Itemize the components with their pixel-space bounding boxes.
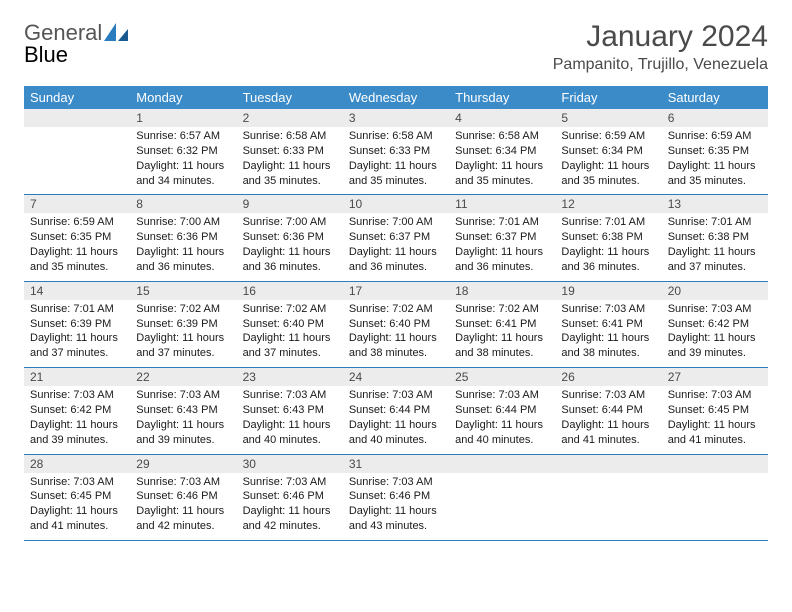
day-number-cell: 2 <box>237 109 343 127</box>
daynum-row: 78910111213 <box>24 195 768 214</box>
day-number-cell: 21 <box>24 368 130 387</box>
day-number-cell: 20 <box>662 281 768 300</box>
day-content-cell: Sunrise: 7:02 AMSunset: 6:39 PMDaylight:… <box>130 300 236 368</box>
day-number-cell: 11 <box>449 195 555 214</box>
day-content-cell: Sunrise: 6:58 AMSunset: 6:34 PMDaylight:… <box>449 127 555 195</box>
brand-part2: Blue <box>24 42 68 67</box>
content-row: Sunrise: 7:03 AMSunset: 6:45 PMDaylight:… <box>24 473 768 541</box>
day-number-cell: 24 <box>343 368 449 387</box>
day-content-cell: Sunrise: 7:02 AMSunset: 6:40 PMDaylight:… <box>237 300 343 368</box>
day-content-cell: Sunrise: 7:03 AMSunset: 6:43 PMDaylight:… <box>130 386 236 454</box>
day-content-cell <box>449 473 555 541</box>
day-content-cell: Sunrise: 6:59 AMSunset: 6:35 PMDaylight:… <box>662 127 768 195</box>
day-number-cell: 28 <box>24 454 130 473</box>
daynum-row: 28293031 <box>24 454 768 473</box>
day-number-cell: 12 <box>555 195 661 214</box>
day-number-cell: 16 <box>237 281 343 300</box>
day-content-cell <box>555 473 661 541</box>
day-number-cell: 8 <box>130 195 236 214</box>
day-content-cell: Sunrise: 6:59 AMSunset: 6:35 PMDaylight:… <box>24 213 130 281</box>
day-content-cell: Sunrise: 6:59 AMSunset: 6:34 PMDaylight:… <box>555 127 661 195</box>
brand-part2-wrap: Blue <box>24 42 68 68</box>
daynum-row: 14151617181920 <box>24 281 768 300</box>
header: General January 2024 Pampanito, Trujillo… <box>24 20 768 74</box>
day-content-cell: Sunrise: 7:03 AMSunset: 6:46 PMDaylight:… <box>343 473 449 541</box>
day-number-cell: 31 <box>343 454 449 473</box>
weekday-header: Friday <box>555 86 661 109</box>
day-content-cell: Sunrise: 7:03 AMSunset: 6:41 PMDaylight:… <box>555 300 661 368</box>
day-content-cell: Sunrise: 7:00 AMSunset: 6:36 PMDaylight:… <box>237 213 343 281</box>
day-number-cell <box>662 454 768 473</box>
calendar-page: General January 2024 Pampanito, Trujillo… <box>0 0 792 561</box>
day-content-cell: Sunrise: 7:01 AMSunset: 6:38 PMDaylight:… <box>555 213 661 281</box>
sail-icon <box>104 23 130 43</box>
day-number-cell: 19 <box>555 281 661 300</box>
day-number-cell: 22 <box>130 368 236 387</box>
day-number-cell <box>449 454 555 473</box>
day-content-cell: Sunrise: 7:03 AMSunset: 6:42 PMDaylight:… <box>24 386 130 454</box>
day-content-cell: Sunrise: 7:00 AMSunset: 6:36 PMDaylight:… <box>130 213 236 281</box>
day-content-cell: Sunrise: 7:00 AMSunset: 6:37 PMDaylight:… <box>343 213 449 281</box>
day-number-cell: 14 <box>24 281 130 300</box>
day-content-cell: Sunrise: 7:03 AMSunset: 6:42 PMDaylight:… <box>662 300 768 368</box>
day-content-cell: Sunrise: 7:03 AMSunset: 6:46 PMDaylight:… <box>130 473 236 541</box>
day-content-cell: Sunrise: 6:58 AMSunset: 6:33 PMDaylight:… <box>343 127 449 195</box>
day-number-cell: 27 <box>662 368 768 387</box>
day-content-cell: Sunrise: 7:03 AMSunset: 6:45 PMDaylight:… <box>24 473 130 541</box>
title-block: January 2024 Pampanito, Trujillo, Venezu… <box>553 20 768 74</box>
day-content-cell: Sunrise: 7:02 AMSunset: 6:40 PMDaylight:… <box>343 300 449 368</box>
day-number-cell <box>555 454 661 473</box>
calendar-body: 123456Sunrise: 6:57 AMSunset: 6:32 PMDay… <box>24 109 768 540</box>
calendar-table: Sunday Monday Tuesday Wednesday Thursday… <box>24 86 768 541</box>
content-row: Sunrise: 7:03 AMSunset: 6:42 PMDaylight:… <box>24 386 768 454</box>
daynum-row: 21222324252627 <box>24 368 768 387</box>
day-number-cell: 25 <box>449 368 555 387</box>
day-number-cell: 23 <box>237 368 343 387</box>
day-number-cell: 3 <box>343 109 449 127</box>
day-content-cell: Sunrise: 7:01 AMSunset: 6:39 PMDaylight:… <box>24 300 130 368</box>
day-content-cell: Sunrise: 7:02 AMSunset: 6:41 PMDaylight:… <box>449 300 555 368</box>
weekday-header: Wednesday <box>343 86 449 109</box>
weekday-header: Saturday <box>662 86 768 109</box>
weekday-header: Tuesday <box>237 86 343 109</box>
day-number-cell: 10 <box>343 195 449 214</box>
day-content-cell: Sunrise: 6:57 AMSunset: 6:32 PMDaylight:… <box>130 127 236 195</box>
weekday-header-row: Sunday Monday Tuesday Wednesday Thursday… <box>24 86 768 109</box>
day-number-cell: 29 <box>130 454 236 473</box>
day-number-cell: 7 <box>24 195 130 214</box>
day-content-cell: Sunrise: 7:03 AMSunset: 6:46 PMDaylight:… <box>237 473 343 541</box>
day-content-cell: Sunrise: 7:03 AMSunset: 6:44 PMDaylight:… <box>343 386 449 454</box>
day-number-cell: 5 <box>555 109 661 127</box>
day-number-cell: 18 <box>449 281 555 300</box>
day-number-cell: 17 <box>343 281 449 300</box>
day-number-cell: 13 <box>662 195 768 214</box>
month-title: January 2024 <box>553 20 768 54</box>
day-number-cell: 30 <box>237 454 343 473</box>
day-content-cell: Sunrise: 7:03 AMSunset: 6:44 PMDaylight:… <box>555 386 661 454</box>
day-content-cell: Sunrise: 7:03 AMSunset: 6:43 PMDaylight:… <box>237 386 343 454</box>
day-content-cell: Sunrise: 6:58 AMSunset: 6:33 PMDaylight:… <box>237 127 343 195</box>
day-number-cell: 9 <box>237 195 343 214</box>
day-number-cell: 6 <box>662 109 768 127</box>
weekday-header: Sunday <box>24 86 130 109</box>
day-content-cell: Sunrise: 7:03 AMSunset: 6:45 PMDaylight:… <box>662 386 768 454</box>
day-content-cell: Sunrise: 7:01 AMSunset: 6:37 PMDaylight:… <box>449 213 555 281</box>
day-number-cell <box>24 109 130 127</box>
location: Pampanito, Trujillo, Venezuela <box>553 56 768 74</box>
day-content-cell <box>662 473 768 541</box>
day-number-cell: 26 <box>555 368 661 387</box>
daynum-row: 123456 <box>24 109 768 127</box>
day-number-cell: 15 <box>130 281 236 300</box>
day-number-cell: 1 <box>130 109 236 127</box>
content-row: Sunrise: 6:57 AMSunset: 6:32 PMDaylight:… <box>24 127 768 195</box>
day-number-cell: 4 <box>449 109 555 127</box>
weekday-header: Thursday <box>449 86 555 109</box>
day-content-cell: Sunrise: 7:01 AMSunset: 6:38 PMDaylight:… <box>662 213 768 281</box>
day-content-cell: Sunrise: 7:03 AMSunset: 6:44 PMDaylight:… <box>449 386 555 454</box>
content-row: Sunrise: 6:59 AMSunset: 6:35 PMDaylight:… <box>24 213 768 281</box>
content-row: Sunrise: 7:01 AMSunset: 6:39 PMDaylight:… <box>24 300 768 368</box>
weekday-header: Monday <box>130 86 236 109</box>
day-content-cell <box>24 127 130 195</box>
